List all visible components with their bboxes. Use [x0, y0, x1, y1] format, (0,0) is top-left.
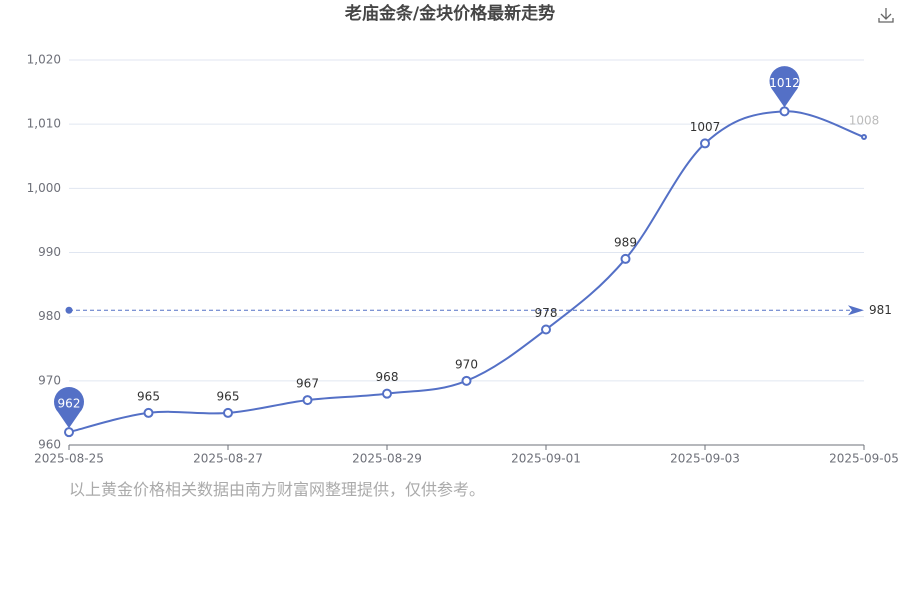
data-label: 965: [217, 389, 240, 403]
download-icon[interactable]: [878, 8, 894, 23]
data-label: 1007: [690, 120, 721, 134]
mark-pin: [54, 386, 84, 429]
x-tick-label: 2025-09-05: [829, 452, 899, 466]
data-label: 968: [376, 370, 399, 384]
data-point: [64, 427, 74, 438]
mark-pin-label: 962: [58, 397, 81, 411]
data-point: [382, 388, 392, 399]
x-tick-label: 2025-08-27: [193, 452, 263, 466]
data-point: [620, 253, 631, 264]
y-tick-label: 970: [38, 373, 61, 387]
average-start: [65, 306, 73, 314]
y-tick-label: 1,000: [27, 181, 61, 195]
data-point: [779, 106, 790, 117]
y-tick-label: 980: [38, 309, 61, 323]
footer-note: 以上黄金价格相关数据由南方财富网整理提供，仅供参考。: [69, 480, 486, 499]
data-point: [700, 138, 710, 149]
data-point: [223, 407, 233, 418]
price-line: [68, 110, 865, 434]
data-label: 967: [296, 377, 319, 391]
data-label: 965: [137, 389, 160, 403]
mark-pin: [769, 66, 800, 108]
y-tick-label: 990: [38, 245, 61, 259]
data-point: [143, 407, 154, 418]
x-tick-label: 2025-08-25: [34, 452, 104, 466]
data-label: 978: [535, 306, 558, 320]
chart-title: 老庙金条/金块价格最新走势: [344, 3, 555, 24]
y-tick-label: 1,020: [27, 53, 61, 67]
data-point: [541, 324, 551, 335]
y-tick-label: 1,010: [27, 117, 61, 131]
x-tick-label: 2025-09-01: [511, 452, 581, 466]
data-point: [861, 134, 867, 140]
data-point: [302, 395, 313, 406]
mark-pin-label: 1012: [769, 76, 800, 90]
data-label: 989: [614, 235, 637, 249]
data-label: 1008: [849, 114, 880, 128]
y-tick-label: 960: [38, 438, 61, 452]
average-label: 981: [869, 303, 892, 317]
x-tick-label: 2025-09-03: [670, 452, 740, 466]
data-label: 970: [455, 357, 478, 371]
average-arrow: [848, 305, 864, 316]
data-point: [461, 375, 472, 386]
x-tick-label: 2025-08-29: [352, 452, 422, 466]
